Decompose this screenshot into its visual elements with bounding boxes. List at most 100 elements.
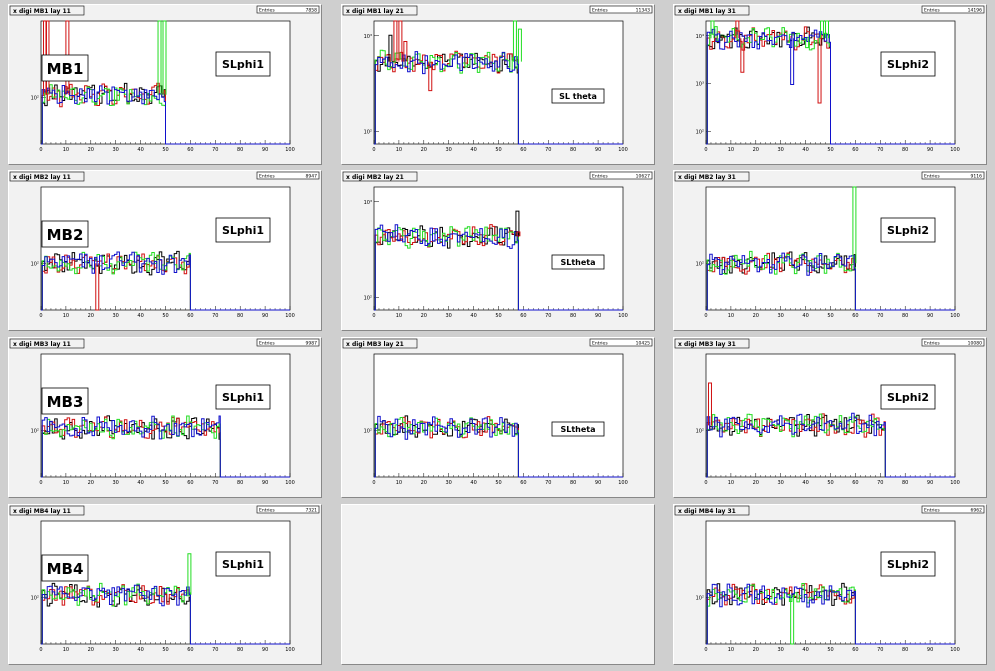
histogram-svg: x digi MB4 lay 31 Entries 6962 0 10 20 30 40 50 6…	[674, 505, 985, 653]
x-tick-label: 40	[137, 480, 143, 486]
x-tick-label: 100	[285, 480, 295, 486]
sl-label-box	[551, 254, 605, 270]
histogram-svg: x digi MB3 lay 11 Entries 9987 0 10 20 30 40 50 6…	[9, 338, 320, 486]
x-tick-label: 90	[927, 313, 933, 319]
stats-entries: 10627	[636, 174, 650, 180]
histogram-svg: x digi MB3 lay 21 Entries 10425 0 10 20 30 40 50…	[342, 338, 653, 486]
x-tick-label: 30	[778, 480, 784, 486]
sl-label-box	[215, 384, 271, 410]
sl-label-box	[215, 551, 271, 577]
x-tick-label: 20	[421, 147, 427, 153]
histogram-pad: x digi MB4 lay 11 Entries 7321 0 10 20 30 40 50 6…	[8, 504, 322, 665]
stats-label: Entries	[924, 174, 940, 180]
histogram-pad: x digi MB4 lay 31 Entries 6962 0 10 20 30 40 50 6…	[673, 504, 987, 665]
x-tick-label: 60	[187, 480, 193, 486]
stats-entries: 14196	[968, 8, 982, 14]
station-label-box	[41, 220, 89, 248]
series-blue	[706, 583, 955, 645]
title-box	[342, 171, 418, 182]
x-tick-label: 90	[927, 147, 933, 153]
x-tick-label: 50	[495, 147, 501, 153]
title-box	[674, 505, 750, 516]
x-tick-label: 0	[39, 647, 42, 653]
x-tick-label: 0	[704, 313, 707, 319]
stats-label: Entries	[592, 8, 608, 14]
stats-box	[589, 5, 653, 14]
x-tick-label: 40	[470, 313, 476, 319]
station-label: MB1	[47, 60, 84, 78]
x-tick-label: 80	[570, 147, 576, 153]
x-tick-label: 100	[950, 147, 960, 153]
stats-label: Entries	[259, 174, 275, 180]
x-tick-label: 10	[396, 147, 402, 153]
stats-label: Entries	[259, 8, 275, 14]
histogram-title: x digi MB3 lay 21	[346, 341, 404, 348]
stats-entries: 10425	[636, 341, 650, 347]
x-tick-label: 90	[595, 480, 601, 486]
sl-label: SLphi1	[222, 58, 264, 71]
y-tick-label: 10⁴	[696, 34, 704, 40]
y-tick-label: 10²	[696, 261, 704, 267]
y-tick-label: 10²	[31, 428, 39, 434]
x-tick-label: 0	[704, 647, 707, 653]
stats-label: Entries	[259, 508, 275, 514]
x-tick-label: 80	[902, 647, 908, 653]
x-tick-label: 60	[187, 647, 193, 653]
x-tick-label: 10	[728, 147, 734, 153]
spike	[403, 40, 408, 62]
plot-frame	[40, 186, 291, 311]
stats-label: Entries	[924, 8, 940, 14]
stats-entries: 7858	[306, 8, 318, 14]
title-box	[674, 171, 750, 182]
title-box	[342, 338, 418, 349]
stats-box	[256, 505, 320, 514]
plot-frame	[373, 20, 624, 145]
histogram-title: x digi MB4 lay 11	[13, 508, 71, 515]
histogram-svg: x digi MB2 lay 31 Entries 9116 0 10 20 30 40 50 6…	[674, 171, 985, 319]
x-tick-label: 80	[237, 313, 243, 319]
x-tick-label: 70	[545, 147, 551, 153]
series-blue	[706, 28, 955, 145]
histogram-pad: x digi MB2 lay 21 Entries 10627 0 10 20 30 40 50…	[341, 170, 655, 331]
plot-frame	[40, 520, 291, 645]
spike	[805, 38, 810, 49]
x-tick-label: 0	[704, 147, 707, 153]
x-tick-label: 30	[113, 480, 119, 486]
sl-label-box	[880, 217, 936, 243]
histogram-svg: x digi MB1 lay 31 Entries 14196 0 10 20 30 40 50…	[674, 5, 985, 153]
dip	[790, 594, 795, 645]
plot-frame	[705, 520, 956, 645]
histogram-pad: x digi MB3 lay 11 Entries 9987 0 10 20 30 40 50 6…	[8, 337, 322, 498]
stats-entries: 7321	[306, 508, 318, 514]
title-box	[674, 338, 750, 349]
x-tick-label: 10	[63, 647, 69, 653]
x-tick-label: 20	[421, 313, 427, 319]
stats-label: Entries	[259, 341, 275, 347]
x-tick-label: 80	[902, 313, 908, 319]
series-blue	[706, 412, 955, 478]
title-box	[342, 5, 418, 16]
x-tick-label: 50	[827, 647, 833, 653]
x-tick-label: 40	[137, 313, 143, 319]
x-tick-label: 60	[852, 147, 858, 153]
y-tick-label: 10²	[364, 296, 372, 302]
histogram-svg: x digi MB2 lay 21 Entries 10627 0 10 20 30 40 50…	[342, 171, 653, 319]
x-tick-label: 20	[88, 313, 94, 319]
histogram-title: x digi MB2 lay 31	[678, 174, 736, 181]
x-tick-label: 60	[520, 480, 526, 486]
histogram-title: x digi MB4 lay 31	[678, 508, 736, 515]
spike	[162, 20, 167, 95]
title-box	[674, 5, 750, 16]
series-blue	[374, 51, 623, 145]
histogram-pad: x digi MB3 lay 21 Entries 10425 0 10 20 30 40 50…	[341, 337, 655, 498]
sl-label: SLtheta	[560, 425, 595, 434]
x-tick-label: 30	[113, 647, 119, 653]
stats-box	[921, 505, 985, 514]
series-blue	[374, 415, 623, 478]
series-blue	[41, 415, 290, 478]
x-tick-label: 100	[618, 147, 628, 153]
x-tick-label: 70	[212, 147, 218, 153]
x-tick-label: 50	[162, 147, 168, 153]
x-tick-label: 70	[877, 147, 883, 153]
dip	[95, 263, 100, 311]
